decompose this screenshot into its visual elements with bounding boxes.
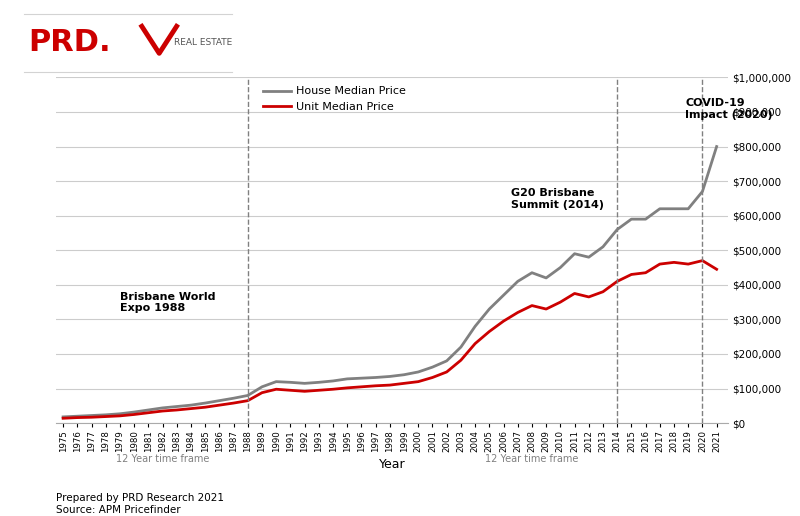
X-axis label: Year: Year: [378, 458, 406, 471]
Text: Brisbane World
Expo 1988: Brisbane World Expo 1988: [120, 292, 215, 313]
Text: G20 Brisbane
Summit (2014): G20 Brisbane Summit (2014): [510, 188, 604, 209]
Text: Source: APM Pricefinder: Source: APM Pricefinder: [56, 505, 181, 515]
Legend: House Median Price, Unit Median Price: House Median Price, Unit Median Price: [263, 86, 406, 112]
Text: PRD.: PRD.: [28, 28, 110, 57]
Text: 12 Year time frame: 12 Year time frame: [116, 454, 210, 464]
Text: 12 Year time frame: 12 Year time frame: [486, 454, 578, 464]
Text: REAL ESTATE: REAL ESTATE: [174, 38, 232, 47]
Y-axis label: Median Price: Median Price: [799, 210, 800, 291]
Text: COVID-19
Impact (2020): COVID-19 Impact (2020): [686, 98, 773, 120]
Text: Prepared by PRD Research 2021: Prepared by PRD Research 2021: [56, 492, 224, 503]
